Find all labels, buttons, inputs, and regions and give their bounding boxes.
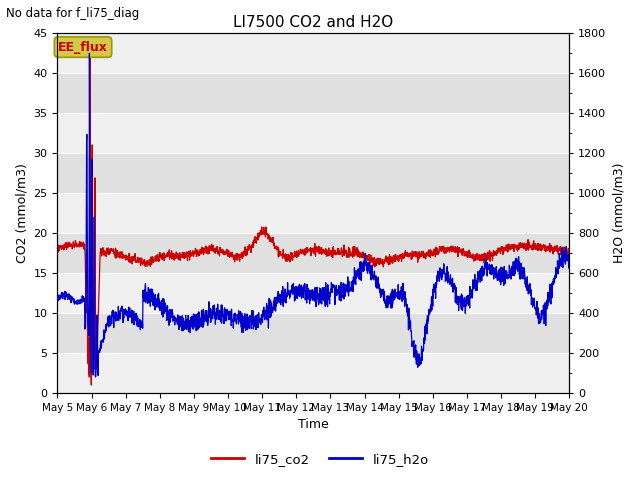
Text: No data for f_li75_diag: No data for f_li75_diag bbox=[6, 7, 140, 20]
Bar bbox=[58, 353, 570, 393]
Title: LI7500 CO2 and H2O: LI7500 CO2 and H2O bbox=[233, 15, 394, 30]
Bar bbox=[58, 72, 570, 113]
Bar bbox=[58, 313, 570, 353]
Legend: li75_co2, li75_h2o: li75_co2, li75_h2o bbox=[205, 447, 435, 471]
Bar bbox=[58, 153, 570, 193]
Bar bbox=[58, 273, 570, 313]
Text: EE_flux: EE_flux bbox=[58, 41, 108, 54]
Bar bbox=[58, 233, 570, 273]
Bar bbox=[58, 193, 570, 233]
X-axis label: Time: Time bbox=[298, 419, 329, 432]
Bar bbox=[58, 33, 570, 72]
Y-axis label: H2O (mmol/m3): H2O (mmol/m3) bbox=[612, 163, 625, 263]
Bar bbox=[58, 113, 570, 153]
Y-axis label: CO2 (mmol/m3): CO2 (mmol/m3) bbox=[15, 163, 28, 263]
